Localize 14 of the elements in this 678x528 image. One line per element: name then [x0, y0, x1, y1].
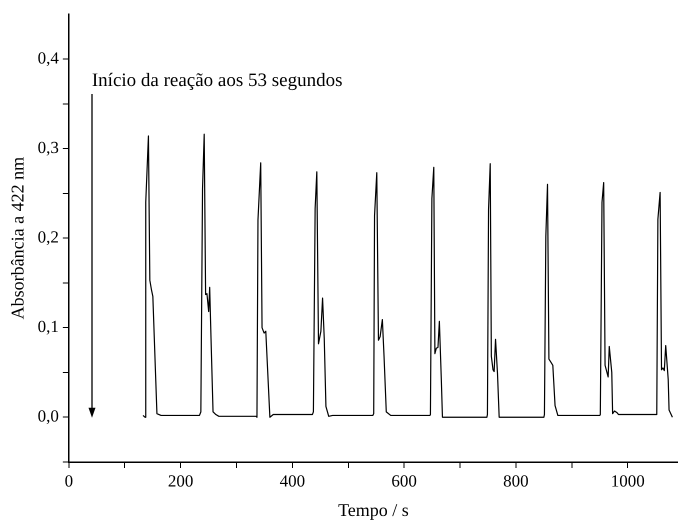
- x-tick-label: 1000: [610, 472, 645, 491]
- y-tick-label: 0,1: [38, 317, 59, 336]
- x-tick-label: 400: [280, 472, 306, 491]
- x-tick-label: 0: [64, 472, 74, 491]
- x-tick-label: 200: [168, 472, 194, 491]
- y-axis-title: Absorbância a 422 nm: [8, 156, 28, 320]
- y-tick-label: 0,4: [38, 48, 60, 68]
- x-axis-title: Tempo / s: [338, 500, 409, 520]
- x-tick-label: 800: [503, 472, 529, 491]
- y-tick-label: 0,0: [38, 406, 59, 426]
- x-tick-label: 600: [391, 472, 417, 491]
- y-tick-label: 0,2: [38, 228, 59, 247]
- annotation: Início da reação aos 53 segundos: [92, 70, 342, 92]
- y-tick-label: 0,3: [38, 138, 59, 158]
